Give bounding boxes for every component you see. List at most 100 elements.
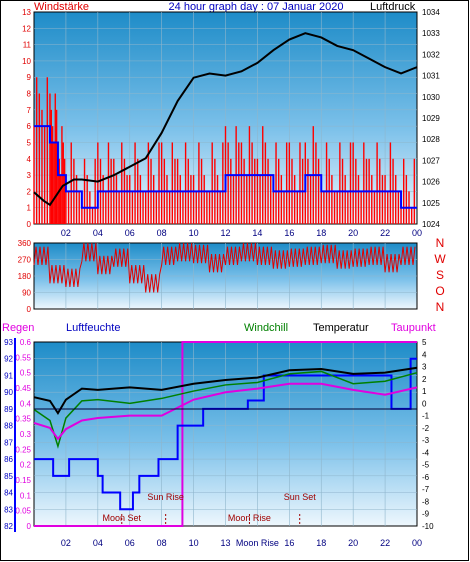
label-temperatur: Temperatur (313, 322, 369, 334)
x-tick-label-bottom: Moon Rise (236, 538, 279, 548)
y-tick-wind: 7 (27, 106, 32, 115)
y-tick-temperature: -2 (422, 424, 430, 433)
x-tick-label-bottom: 13 (220, 538, 230, 548)
x-tick-label: 22 (380, 228, 390, 238)
y-tick-temperature: -9 (422, 510, 430, 519)
y-tick-rain: 0.45 (15, 384, 31, 393)
y-tick-humidity: 82 (4, 522, 13, 531)
y-tick-pressure: 1024 (422, 220, 440, 229)
compass-letter: N (436, 236, 445, 250)
series-luftfeuchte (34, 357, 417, 511)
y-tick-temperature: -8 (422, 497, 430, 506)
y-tick-humidity: 89 (4, 405, 13, 414)
x-tick-label-bottom: 00 (412, 538, 422, 548)
y-tick-humidity: 83 (4, 505, 13, 514)
wind-gust-bars (33, 77, 416, 224)
y-tick-wind: 5 (27, 138, 32, 147)
y-tick-direction: 180 (18, 272, 32, 281)
x-tick-label-bottom: 20 (348, 538, 358, 548)
annotation-label: Sun Rise (147, 492, 184, 502)
x-tick-label: 10 (189, 228, 199, 238)
y-tick-pressure: 1032 (422, 50, 440, 59)
y-tick-rain: 0.05 (15, 507, 31, 516)
y-tick-pressure: 1025 (422, 199, 440, 208)
y-tick-wind: 11 (23, 41, 32, 50)
series-temperatur (33, 366, 418, 416)
y-tick-temperature: 4 (422, 350, 427, 359)
compass-letter: S (436, 268, 444, 282)
y-tick-temperature: 5 (422, 338, 427, 347)
compass-letter: N (436, 300, 445, 314)
y-tick-rain: 0.15 (15, 476, 31, 485)
y-tick-humidity: 84 (4, 489, 13, 498)
y-tick-pressure: 1026 (422, 178, 440, 187)
x-tick-label: 04 (93, 228, 103, 238)
x-tick-label-bottom: 10 (189, 538, 199, 548)
x-tick-label-bottom: 16 (284, 538, 294, 548)
y-tick-humidity: 90 (4, 388, 13, 397)
y-tick-rain: 0.2 (20, 461, 32, 470)
y-tick-humidity: 92 (4, 355, 13, 364)
y-tick-direction: 270 (18, 256, 32, 265)
y-tick-humidity: 93 (4, 338, 13, 347)
x-tick-label-bottom: 06 (125, 538, 135, 548)
y-tick-wind: 8 (27, 90, 32, 99)
y-tick-wind: 13 (22, 8, 31, 17)
y-tick-wind: 10 (22, 57, 31, 66)
y-tick-pressure: 1030 (422, 93, 440, 102)
series-windchill (33, 370, 418, 449)
x-tick-label: 16 (284, 228, 294, 238)
y-tick-rain: 0 (27, 522, 32, 531)
x-tick-label-bottom: 02 (61, 538, 71, 548)
x-tick-label: 00 (412, 228, 422, 238)
x-tick-label: 20 (348, 228, 358, 238)
y-tick-temperature: -1 (422, 412, 430, 421)
y-tick-pressure: 1033 (422, 29, 440, 38)
y-tick-rain: 0.35 (15, 415, 31, 424)
y-tick-rain: 0.3 (20, 430, 32, 439)
series-regen (34, 341, 417, 527)
y-tick-wind: 0 (27, 220, 32, 229)
x-tick-label: 06 (125, 228, 135, 238)
y-tick-temperature: -6 (422, 473, 430, 482)
y-tick-wind: 1 (27, 204, 32, 213)
series-luftdruck (33, 32, 418, 207)
y-tick-temperature: 0 (422, 399, 427, 408)
y-tick-direction: 360 (18, 239, 32, 248)
compass-letter: W (434, 252, 446, 266)
y-tick-temperature: -10 (422, 522, 434, 531)
x-tick-label-bottom: 08 (157, 538, 167, 548)
y-tick-humidity: 87 (4, 438, 13, 447)
label-luftfeuchte: Luftfeuchte (66, 322, 120, 334)
series-taupunkt (33, 382, 418, 441)
y-tick-wind: 3 (27, 171, 32, 180)
y-tick-direction: 0 (27, 305, 32, 314)
y-tick-pressure: 1031 (422, 72, 440, 81)
y-tick-wind: 9 (27, 73, 32, 82)
x-tick-label: 12 (220, 228, 230, 238)
y-tick-rain: 0.6 (20, 338, 32, 347)
x-tick-label: 18 (316, 228, 326, 238)
y-tick-wind: 12 (22, 24, 31, 33)
y-tick-rain: 0.55 (15, 353, 31, 362)
compass-letter: O (435, 284, 444, 298)
y-tick-wind: 4 (27, 155, 32, 164)
header-title: 24 hour graph day : 07 Januar 2020 (169, 1, 344, 13)
y-tick-temperature: 1 (422, 387, 427, 396)
x-tick-label: 08 (157, 228, 167, 238)
label-windchill: Windchill (244, 322, 288, 334)
x-tick-label-bottom: 18 (316, 538, 326, 548)
y-tick-temperature: 3 (422, 363, 427, 372)
x-tick-label: 14 (252, 228, 262, 238)
y-tick-pressure: 1029 (422, 114, 440, 123)
header-windstaerke: Windstärke (34, 1, 89, 13)
label-regen: Regen (2, 322, 34, 334)
y-tick-humidity: 91 (4, 371, 13, 380)
y-tick-humidity: 86 (4, 455, 13, 464)
label-taupunkt: Taupunkt (391, 322, 436, 334)
y-tick-pressure: 1028 (422, 135, 440, 144)
y-tick-temperature: -5 (422, 461, 430, 470)
y-tick-temperature: 2 (422, 375, 427, 384)
